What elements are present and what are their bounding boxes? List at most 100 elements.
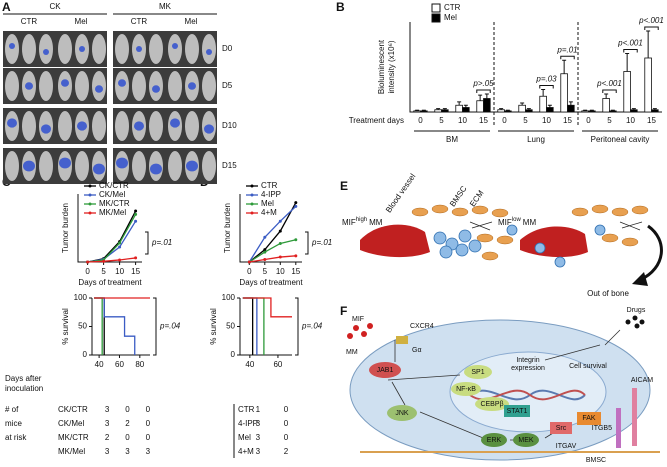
legend-marker xyxy=(88,184,92,188)
drugs-label: Drugs xyxy=(627,307,646,314)
table-title: # of xyxy=(5,405,19,414)
signal xyxy=(116,157,128,169)
row-name: 4-IPP xyxy=(238,419,258,428)
row-label: D15 xyxy=(222,161,237,170)
significance-bracket xyxy=(539,85,554,89)
arrow-head xyxy=(632,272,648,286)
marker xyxy=(263,235,267,239)
axis xyxy=(239,298,292,356)
mouse xyxy=(168,71,182,101)
mek-label: MEK xyxy=(518,437,534,444)
cell: 3 xyxy=(256,447,261,456)
annotation: p=.01 xyxy=(556,45,577,54)
signal xyxy=(9,43,15,49)
panel-label: E xyxy=(340,179,348,193)
mif-label: MIF xyxy=(352,316,364,323)
bar xyxy=(413,110,421,113)
cell: 3 xyxy=(105,419,110,428)
x-tick-label: 0 xyxy=(586,116,591,125)
annotation: p<.001 xyxy=(617,39,643,48)
fak-label: FAK xyxy=(582,415,596,422)
table-title: at risk xyxy=(5,433,27,442)
signal xyxy=(118,79,126,87)
mouse xyxy=(115,34,129,64)
mif-dots xyxy=(347,323,373,339)
cell: 3 xyxy=(125,447,130,456)
node xyxy=(513,433,539,447)
x-tick-label: 5 xyxy=(523,116,528,125)
bar xyxy=(546,107,554,113)
annotation: p<.001 xyxy=(638,16,664,25)
legend-label: Mel xyxy=(444,13,457,22)
survival-curve xyxy=(242,297,258,355)
column-label: CTR xyxy=(21,17,38,26)
bar xyxy=(476,100,484,113)
group-label: MK xyxy=(159,2,172,11)
mouse xyxy=(149,34,163,64)
mouse xyxy=(132,71,146,101)
itgb5-label: ITGB5 xyxy=(592,425,612,432)
out-of-bone-label: Out of bone xyxy=(587,289,629,298)
x-tick-label: 80 xyxy=(135,360,144,369)
row-name: 4+M xyxy=(238,447,254,456)
cell: 3 xyxy=(146,447,151,456)
panel-label: F xyxy=(340,304,347,318)
line xyxy=(248,239,296,263)
cell: 0 xyxy=(125,405,130,414)
mouse xyxy=(202,71,216,101)
line xyxy=(87,257,136,263)
legend-label: 4+M xyxy=(261,208,277,217)
mouse xyxy=(92,34,106,64)
image-tile xyxy=(113,68,217,104)
x-tick-label: 15 xyxy=(131,267,140,276)
panel-label: A xyxy=(2,0,11,14)
bmsc-label: BMSC xyxy=(448,184,469,208)
bar xyxy=(434,109,442,113)
nfkb-label: NF-κB xyxy=(456,386,476,393)
column-label: CTR xyxy=(131,17,148,26)
significance-bracket xyxy=(623,49,638,53)
survival-curve xyxy=(94,297,136,355)
legend-marker xyxy=(250,184,254,188)
signal xyxy=(79,46,85,52)
significance-bracket xyxy=(295,297,299,356)
row-name: MK/CTR xyxy=(58,433,89,442)
signal xyxy=(41,124,51,134)
signal xyxy=(77,121,87,131)
image-tile xyxy=(3,31,107,67)
panel-label: B xyxy=(336,0,345,14)
column-label: Mel xyxy=(185,17,198,26)
signal xyxy=(152,85,160,93)
mouse xyxy=(22,34,36,64)
x-tick-label: 15 xyxy=(291,267,300,276)
panel-f: MIF CXCR4 MM Gα JAB1 JNK SP1 NF-κB CEBPβ… xyxy=(346,307,660,464)
y-tick-label: 100 xyxy=(74,293,88,302)
mouse xyxy=(115,111,129,141)
legend-label: Mel xyxy=(261,199,274,208)
x-tick-label: 5 xyxy=(263,267,268,276)
bar xyxy=(420,110,428,113)
legend-label: CK/CTR xyxy=(99,181,129,190)
x-axis-label: Days of treatment xyxy=(78,278,142,287)
cell: 2 xyxy=(125,419,130,428)
stat1-label: STAT1 xyxy=(507,408,528,415)
annotation: p=.04 xyxy=(301,322,323,331)
bar xyxy=(588,110,596,113)
node xyxy=(464,365,492,379)
jnk-label: JNK xyxy=(395,410,409,417)
y-tick-label: 0 xyxy=(231,350,236,359)
bar xyxy=(581,110,589,113)
bar xyxy=(462,107,470,113)
annotation: p>.05 xyxy=(472,79,494,88)
group-label: CK xyxy=(49,2,61,11)
erk-label: ERK xyxy=(487,437,502,444)
signal xyxy=(134,121,144,131)
row-name: MK/Mel xyxy=(58,447,85,456)
x-tick-label: 15 xyxy=(647,116,656,125)
significance-bracket xyxy=(644,26,659,30)
marker xyxy=(134,256,138,260)
annotation: p=.04 xyxy=(159,322,181,331)
node xyxy=(504,405,530,417)
survival-curve xyxy=(242,297,265,355)
cell: 3 xyxy=(256,419,261,428)
